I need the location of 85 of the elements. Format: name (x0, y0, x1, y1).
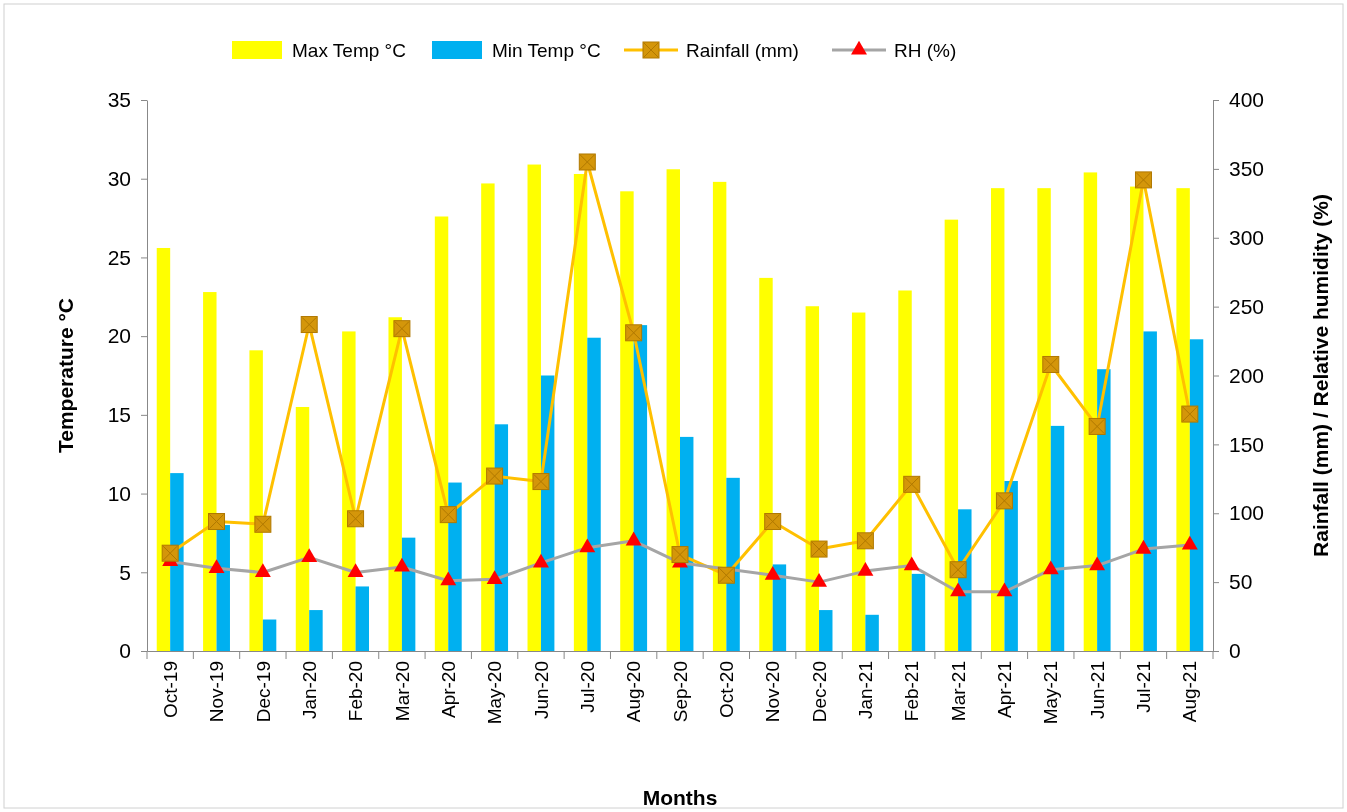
x-tick-label: Oct-20 (716, 661, 737, 719)
bar (712, 181, 727, 651)
bar (401, 537, 416, 651)
x-tick-label: Aug-20 (623, 661, 645, 723)
y2-tick-label: 250 (1229, 294, 1265, 318)
x-tick-label: Sep-20 (669, 661, 691, 723)
bar (990, 188, 1005, 651)
x-tick-label: Jan-21 (855, 661, 877, 720)
bar (620, 191, 634, 651)
y2-tick-label: 50 (1229, 570, 1253, 594)
x-tick-label: Nov-19 (206, 661, 228, 723)
x-axis-title: Months (642, 786, 718, 809)
bar (309, 610, 323, 651)
bar (434, 216, 449, 651)
y-tick-label: 30 (107, 166, 131, 190)
legend-label: Rainfall (mm) (686, 39, 799, 61)
bar (819, 610, 833, 651)
y2-tick-label: 0 (1229, 639, 1241, 663)
bar (203, 292, 217, 651)
bar (1130, 186, 1144, 651)
x-tick-label: May-20 (484, 661, 506, 725)
x-tick-label: Dec-20 (808, 661, 830, 723)
y-tick-label: 10 (107, 481, 131, 505)
bar (1083, 172, 1098, 651)
y-tick-label: 15 (107, 403, 131, 427)
x-tick-label: Dec-19 (252, 661, 274, 723)
bar (262, 619, 277, 651)
y2-tick-label: 350 (1229, 157, 1265, 181)
bar (805, 306, 820, 651)
bar (911, 573, 926, 651)
bar (295, 406, 310, 651)
bar (481, 183, 495, 651)
x-tick-label: Feb-21 (901, 661, 923, 722)
y2-tick-label: 200 (1229, 363, 1265, 387)
legend-label: Min Temp °C (492, 39, 601, 61)
bar (355, 586, 370, 651)
y2-axis-title: Rainfall (mm) / Relative humidity (%) (1309, 194, 1332, 557)
x-tick-label: Jun-20 (530, 661, 552, 720)
bar (527, 164, 541, 651)
bar (342, 331, 356, 651)
bar (249, 350, 263, 651)
y-tick-label: 0 (119, 639, 131, 663)
bar (388, 317, 402, 651)
bar (216, 525, 230, 651)
y-axis-title: Temperature °C (54, 297, 77, 454)
x-tick-label: Feb-20 (345, 661, 367, 722)
bar (865, 614, 879, 651)
bar (573, 173, 588, 651)
y-tick-label: 20 (107, 324, 131, 348)
bar (1143, 331, 1157, 651)
x-tick-label: Mar-20 (391, 661, 413, 722)
bar (726, 477, 740, 651)
bar (1176, 188, 1190, 651)
bar (587, 337, 601, 651)
y2-tick-label: 150 (1229, 432, 1265, 456)
x-tick-label: Nov-20 (762, 661, 784, 723)
x-tick-label: Apr-21 (994, 661, 1016, 719)
x-tick-label: Apr-20 (437, 661, 459, 719)
bar (1189, 339, 1204, 651)
x-tick-label: Jun-21 (1086, 661, 1108, 720)
bar (898, 290, 912, 651)
bar (759, 277, 773, 651)
y2-tick-label: 100 (1229, 501, 1265, 525)
bar (1037, 188, 1051, 651)
x-tick-label: May-21 (1040, 661, 1062, 725)
x-tick-label: Oct-19 (159, 661, 181, 719)
y2-tick-label: 400 (1229, 88, 1265, 112)
legend-label: RH (%) (894, 39, 957, 61)
x-tick-label: Aug-21 (1179, 661, 1201, 723)
legend-label: Max Temp °C (292, 39, 406, 61)
x-tick-label: Jul-20 (576, 661, 598, 713)
bar (1050, 425, 1065, 651)
bar (851, 312, 866, 651)
x-tick-label: Jan-20 (298, 661, 320, 720)
y-tick-label: 35 (107, 88, 131, 112)
y2-tick-label: 300 (1229, 225, 1265, 249)
bar (666, 169, 680, 651)
y-tick-label: 5 (119, 560, 131, 584)
bar (944, 219, 959, 651)
bar (156, 247, 171, 651)
y-tick-label: 25 (107, 245, 131, 269)
x-tick-label: Mar-21 (947, 661, 969, 722)
bar (170, 473, 184, 651)
x-tick-label: Jul-21 (1133, 661, 1155, 713)
bar (772, 564, 787, 651)
